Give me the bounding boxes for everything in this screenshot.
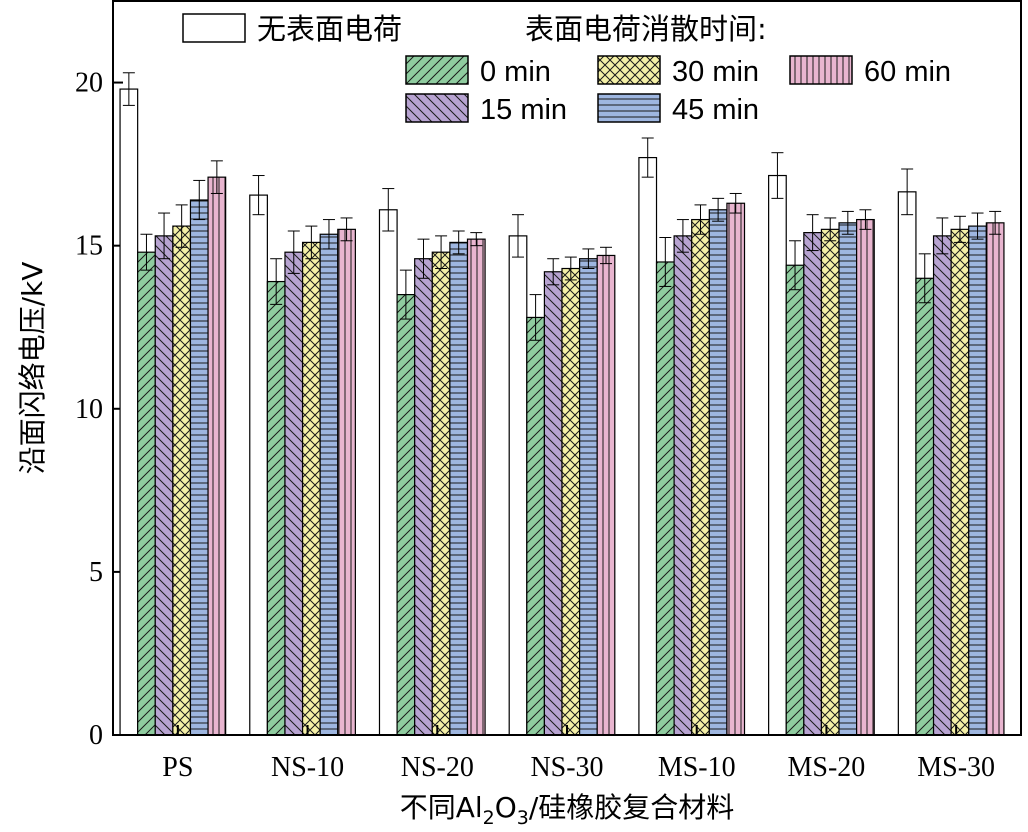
bar-hatch: [656, 261, 675, 735]
bar-hatch: [915, 278, 934, 735]
bar-hatch: [432, 252, 450, 736]
bar: [898, 191, 916, 736]
bar-hatch: [449, 242, 468, 735]
x-tick-label: NS-10: [271, 752, 344, 783]
bar-hatch: [951, 229, 969, 735]
legend-label: 15 min: [480, 94, 567, 126]
bar-hatch: [821, 229, 840, 735]
bar-hatch: [726, 203, 745, 735]
bar-hatch: [544, 271, 562, 735]
legend-swatch-hatch: [406, 56, 468, 84]
bar-hatch: [691, 219, 710, 735]
bar-hatch: [786, 265, 804, 735]
legend-swatch-outline: [597, 55, 661, 85]
plot-frame: [112, 0, 1022, 736]
legend-swatch-hatch: [406, 94, 468, 122]
bar-hatch: [803, 232, 822, 735]
legend-title: 表面电荷消散时间:: [525, 12, 767, 46]
bar-hatch: [137, 252, 156, 736]
legend-swatch-hatch: [790, 56, 852, 84]
legend-label: 45 min: [672, 94, 759, 126]
bar-hatch: [302, 242, 321, 735]
bar-hatch: [839, 222, 857, 735]
bar-hatch: [709, 209, 727, 735]
bar-hatch: [856, 219, 875, 735]
legend-swatch-outline: [405, 55, 469, 85]
bar-hatch: [337, 229, 356, 735]
bar-hatch: [267, 281, 285, 735]
bar-hatch: [190, 199, 209, 736]
y-tick-label: 15: [75, 231, 103, 262]
legend-label: 无表面电荷: [257, 12, 402, 46]
legend-swatch-hatch: [598, 94, 660, 122]
y-tick-label: 10: [75, 394, 103, 425]
x-tick-label: MS-30: [917, 752, 995, 783]
legend-label: 0 min: [480, 56, 551, 88]
x-tick-label: PS: [162, 752, 193, 783]
y-axis-title: 沿面闪络电压/kV: [16, 262, 49, 475]
legend-label: 30 min: [672, 56, 759, 88]
bar-hatch: [933, 235, 952, 735]
legend-swatch: [183, 14, 245, 42]
x-tick-label: NS-20: [401, 752, 474, 783]
bar-hatch: [155, 235, 173, 735]
legend-label: 60 min: [864, 56, 951, 88]
bar-hatch: [284, 252, 303, 736]
y-tick-label: 5: [89, 557, 103, 588]
bar: [768, 175, 787, 736]
bar: [120, 89, 138, 735]
bar-hatch: [414, 258, 433, 735]
bar-hatch: [172, 226, 191, 736]
bar-hatch: [320, 234, 338, 735]
bar-hatch: [467, 239, 486, 736]
plot-area: 0 5 10 15 20 PS NS-10 NS-20 NS-30 MS-10 MS-20 MS-30: [75, 68, 1005, 783]
y-tick-label: 20: [75, 68, 103, 99]
bar: [638, 157, 657, 735]
bar-hatch: [674, 235, 692, 735]
legend-swatch-outline: [597, 93, 661, 123]
bar-hatch: [208, 177, 226, 735]
bar-hatch: [397, 294, 415, 735]
legend-swatch-outline: [182, 13, 246, 43]
bar-hatch: [597, 255, 615, 735]
x-axis-title: 不同Al2O3/硅橡胶复合材料: [400, 791, 735, 829]
bar-hatch: [526, 317, 545, 735]
x-tick-label: MS-20: [788, 752, 866, 783]
bar-hatch: [968, 226, 987, 736]
legend-swatch-outline: [405, 93, 469, 123]
x-tick-label: NS-30: [530, 752, 603, 783]
bar: [379, 209, 398, 735]
bar: [249, 195, 268, 735]
legend-swatch-hatch: [598, 56, 660, 84]
y-tick-label: 0: [89, 720, 103, 751]
bar: [509, 235, 527, 735]
legend: 无表面电荷 0 min 30 min 60 min 15 min 45 min 表面电荷消散…: [182, 12, 951, 126]
x-tick-label: MS-10: [658, 752, 736, 783]
bar-hatch: [562, 268, 580, 735]
bar-hatch: [986, 222, 1004, 735]
bar-hatch: [579, 258, 598, 735]
legend-swatch-outline: [789, 55, 853, 85]
